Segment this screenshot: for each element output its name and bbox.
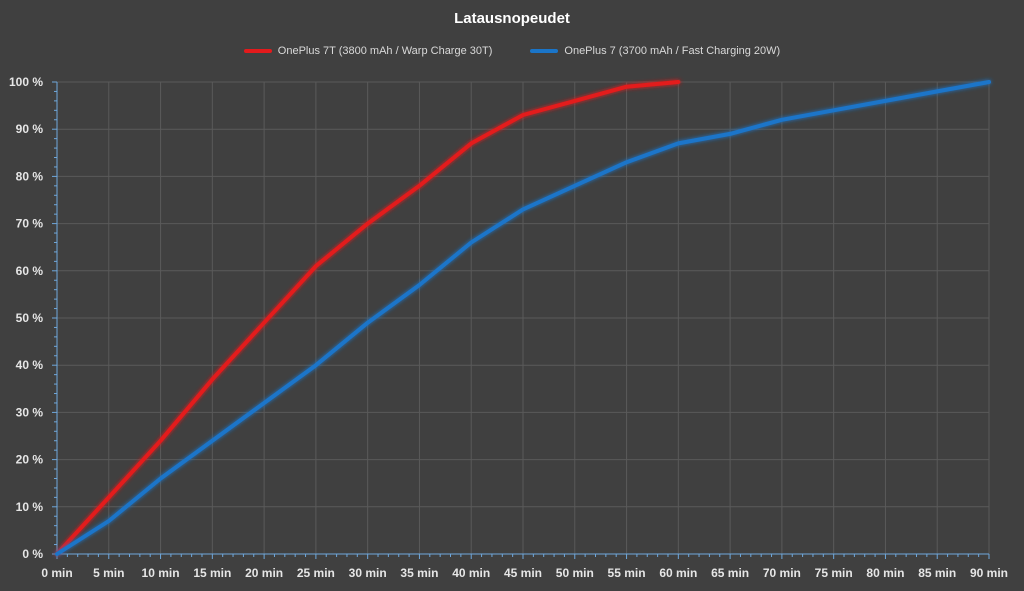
- x-tick-label: 5 min: [93, 566, 124, 580]
- x-tick-label: 40 min: [452, 566, 490, 580]
- legend-item-series-1: OnePlus 7T (3800 mAh / Warp Charge 30T): [243, 45, 493, 57]
- y-tick-label: 0 %: [22, 547, 43, 561]
- x-tick-label: 45 min: [504, 566, 542, 580]
- x-tick-label: 25 min: [297, 566, 335, 580]
- x-tick-label: 80 min: [866, 566, 904, 580]
- chart-title: Latausnopeudet: [454, 10, 570, 27]
- y-tick-label: 60 %: [16, 264, 44, 278]
- x-tick-label: 30 min: [349, 566, 387, 580]
- y-tick-label: 40 %: [16, 358, 44, 372]
- y-tick-label: 10 %: [16, 500, 44, 514]
- legend-swatch-series-2: [530, 49, 559, 53]
- x-tick-label: 60 min: [659, 566, 697, 580]
- y-tick-label: 70 %: [16, 217, 44, 231]
- x-tick-label: 70 min: [763, 566, 801, 580]
- x-tick-label: 90 min: [970, 566, 1008, 580]
- y-tick-label: 100 %: [9, 75, 43, 89]
- x-tick-label: 10 min: [142, 566, 180, 580]
- y-tick-label: 80 %: [16, 169, 44, 183]
- legend-label-series-1: OnePlus 7T (3800 mAh / Warp Charge 30T): [277, 45, 493, 57]
- x-tick-label: 15 min: [193, 566, 231, 580]
- y-tick-label: 50 %: [16, 311, 44, 325]
- x-tick-label: 85 min: [918, 566, 956, 580]
- y-tick-label: 30 %: [16, 405, 44, 419]
- x-tick-label: 0 min: [41, 566, 72, 580]
- x-tick-label: 55 min: [608, 566, 646, 580]
- legend: OnePlus 7T (3800 mAh / Warp Charge 30T) …: [0, 45, 1024, 57]
- x-tick-label: 65 min: [711, 566, 749, 580]
- x-tick-label: 75 min: [815, 566, 853, 580]
- x-tick-label: 35 min: [400, 566, 438, 580]
- legend-label-series-2: OnePlus 7 (3700 mAh / Fast Charging 20W): [564, 45, 781, 57]
- legend-item-series-2: OnePlus 7 (3700 mAh / Fast Charging 20W): [530, 45, 780, 57]
- x-tick-label: 50 min: [556, 566, 594, 580]
- y-tick-label: 20 %: [16, 453, 44, 467]
- legend-swatch-series-1: [243, 49, 272, 53]
- x-tick-label: 20 min: [245, 566, 283, 580]
- y-tick-label: 90 %: [16, 122, 44, 136]
